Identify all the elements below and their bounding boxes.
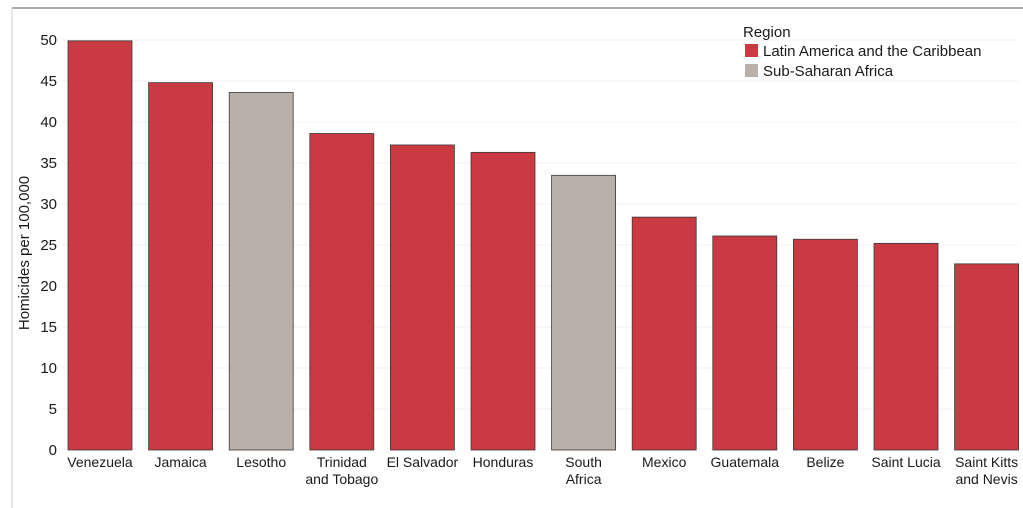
y-tick-label: 45 xyxy=(40,73,57,90)
legend-entry-label: Latin America and the Caribbean xyxy=(763,43,981,60)
bar xyxy=(873,242,939,451)
legend: Region Latin America and the Caribbean Su… xyxy=(743,24,981,80)
legend-swatch xyxy=(745,64,758,77)
y-tick-label: 50 xyxy=(40,32,57,49)
x-tick-label: Lesotho xyxy=(236,454,286,470)
bar xyxy=(631,216,697,451)
y-tick-label: 5 xyxy=(49,401,57,418)
bars xyxy=(67,40,1019,451)
x-tick-label: Mexico xyxy=(642,454,687,470)
y-tick-label: 0 xyxy=(49,442,57,459)
y-tick-label: 25 xyxy=(40,237,57,254)
y-tick-label: 10 xyxy=(40,360,57,377)
y-tick-label: 20 xyxy=(40,278,57,295)
y-axis-label: Homicides per 100,000 xyxy=(16,176,33,330)
y-tick-label: 15 xyxy=(40,319,57,336)
x-tick-label: Guatemala xyxy=(711,454,780,470)
y-tick-label: 30 xyxy=(40,196,57,213)
legend-title: Region xyxy=(743,24,791,41)
x-tick-label: El Salvador xyxy=(387,454,459,470)
bar xyxy=(389,144,455,451)
x-tick-label: Africa xyxy=(566,471,602,487)
bar xyxy=(148,82,214,451)
x-tick-label: Trinidad xyxy=(317,454,367,470)
bar xyxy=(470,151,536,451)
bar xyxy=(67,40,133,451)
bar xyxy=(309,133,375,451)
bar xyxy=(793,238,858,451)
x-tick-label: Venezuela xyxy=(67,454,133,470)
x-tick-label: Belize xyxy=(806,454,844,470)
x-tick-label: Saint Kitts xyxy=(955,454,1018,470)
y-tick-label: 40 xyxy=(40,114,57,131)
bar xyxy=(228,92,294,451)
x-tick-label: and Nevis xyxy=(955,471,1017,487)
x-tick-label: Honduras xyxy=(473,454,534,470)
legend-swatch xyxy=(745,44,758,57)
y-axis-ticks: 0 5 10 15 20 25 30 35 40 45 50 xyxy=(40,32,57,459)
x-tick-label: South xyxy=(565,454,602,470)
bar xyxy=(551,174,616,451)
x-tick-label: and Tobago xyxy=(305,471,378,487)
bar xyxy=(954,263,1019,451)
x-tick-label: Saint Lucia xyxy=(871,454,940,470)
bar xyxy=(712,235,778,451)
y-tick-label: 35 xyxy=(40,155,57,172)
x-tick-label: Jamaica xyxy=(155,454,207,470)
gridlines xyxy=(62,39,1018,410)
legend-entry-label: Sub-Saharan Africa xyxy=(763,63,894,80)
